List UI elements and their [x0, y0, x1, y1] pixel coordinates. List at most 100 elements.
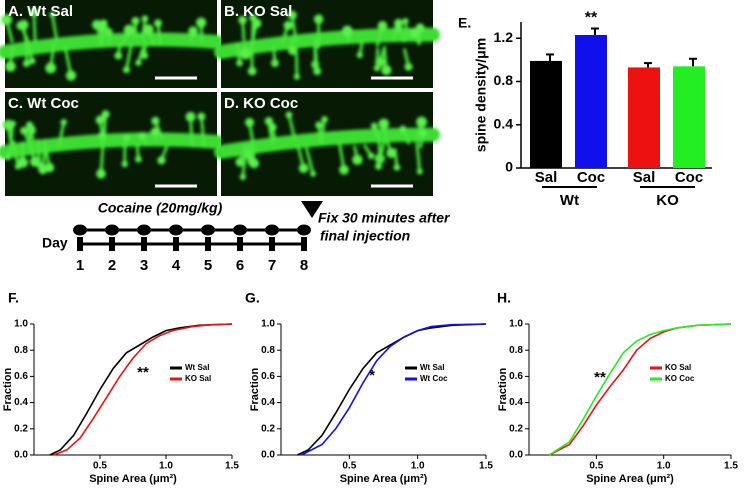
spine-head [123, 24, 135, 36]
day-number: 1 [76, 257, 84, 274]
spine-head [352, 154, 363, 165]
spine [294, 48, 299, 77]
spine-head [247, 157, 257, 166]
day-number: 3 [140, 257, 148, 274]
spine-head [196, 17, 207, 28]
spine-head [415, 23, 425, 33]
spine [57, 121, 66, 147]
spine-head [386, 147, 397, 158]
spine-head [49, 11, 56, 18]
legend-label: KO Sal [665, 363, 691, 372]
cdf-line [301, 323, 487, 456]
spine-head [121, 160, 128, 168]
y-tick-label: 0.4 [14, 397, 28, 408]
spine [304, 147, 315, 175]
spine-head [123, 134, 130, 141]
spine-head [374, 162, 383, 170]
x-tick-label: Sal [633, 169, 656, 186]
cdf-line [548, 323, 732, 456]
day-label: Day [42, 235, 68, 251]
spine-head [151, 116, 160, 126]
spine-head [238, 15, 247, 25]
x-tick-label: 0.5 [342, 461, 356, 472]
significance: * [369, 367, 375, 384]
spine-head [150, 127, 160, 136]
spine-head [419, 129, 427, 137]
spine-head [143, 24, 154, 35]
spine-head [288, 46, 297, 55]
spine-head [5, 61, 16, 72]
y-tick-label: 0.2 [14, 423, 28, 434]
y-tick-label: 0.8 [494, 72, 514, 88]
y-tick-label: 0.8 [509, 345, 523, 356]
x-tick-label: 1.5 [479, 461, 493, 472]
spine-head [399, 125, 407, 133]
spine-head [287, 10, 297, 20]
injection [73, 224, 87, 236]
spine-head [293, 73, 301, 80]
spine-head [138, 131, 146, 140]
y-tick-label: 1.2 [494, 29, 514, 45]
spine-head [95, 115, 105, 125]
spine [50, 14, 59, 43]
spine-head [356, 52, 363, 59]
y-tick-label: 0.0 [14, 450, 28, 461]
spine-head [315, 121, 323, 129]
spine [235, 42, 242, 64]
day-number: 7 [268, 257, 276, 274]
injection [233, 224, 247, 236]
panel-label: G. [245, 290, 260, 306]
spine [287, 114, 297, 141]
panel-label: D. KO Coc [224, 95, 298, 112]
fix-arrow [301, 201, 323, 218]
y-axis-label: Fraction [497, 368, 509, 412]
spine-head [1, 14, 13, 26]
injection [105, 224, 119, 236]
legend-label: Wt Sal [420, 363, 444, 372]
spine-head [378, 118, 390, 130]
fix-note: Fix 30 minutes after [318, 210, 451, 226]
y-tick-label: 0.4 [494, 115, 514, 131]
spine-head [416, 168, 423, 175]
day-tick [269, 237, 275, 251]
spine-head [313, 67, 322, 76]
y-axis-label: Fraction [2, 368, 14, 412]
spine [250, 17, 255, 47]
spine [313, 39, 319, 72]
fix-note: final injection [320, 228, 410, 244]
legend-label: Wt Coc [420, 374, 448, 383]
spine [36, 139, 42, 166]
spine-head [131, 16, 140, 26]
x-tick-label: 1.0 [657, 461, 671, 472]
cdf-line [297, 323, 487, 456]
bar [628, 67, 660, 168]
y-tick-label: 1.0 [509, 319, 523, 330]
spine-head [185, 111, 196, 122]
spine [319, 119, 327, 145]
spine-head [377, 20, 388, 31]
day-tick [237, 237, 243, 251]
spine [375, 48, 380, 69]
spine [199, 116, 206, 148]
y-tick-label: 0.8 [14, 345, 28, 356]
y-tick-label: 0.0 [261, 450, 275, 461]
y-axis-label: Fraction [249, 368, 261, 412]
panel-label: E. [458, 15, 471, 31]
significance: ** [594, 369, 606, 386]
x-tick-label: Coc [675, 169, 703, 186]
day-tick [77, 237, 83, 251]
y-tick-label: 0.6 [509, 371, 523, 382]
spine-head [240, 48, 251, 60]
injection [201, 224, 215, 236]
spine-head [249, 13, 257, 22]
day-number: 8 [300, 257, 308, 274]
injection [297, 224, 311, 236]
spine [415, 141, 422, 172]
spine-head [394, 23, 403, 31]
day-tick [205, 237, 211, 251]
spine-head [4, 154, 11, 161]
y-tick-label: 0.4 [261, 397, 275, 408]
significance: ** [585, 10, 598, 27]
spine [32, 12, 37, 44]
x-axis-label: Spine Area (μm²) [89, 473, 177, 485]
